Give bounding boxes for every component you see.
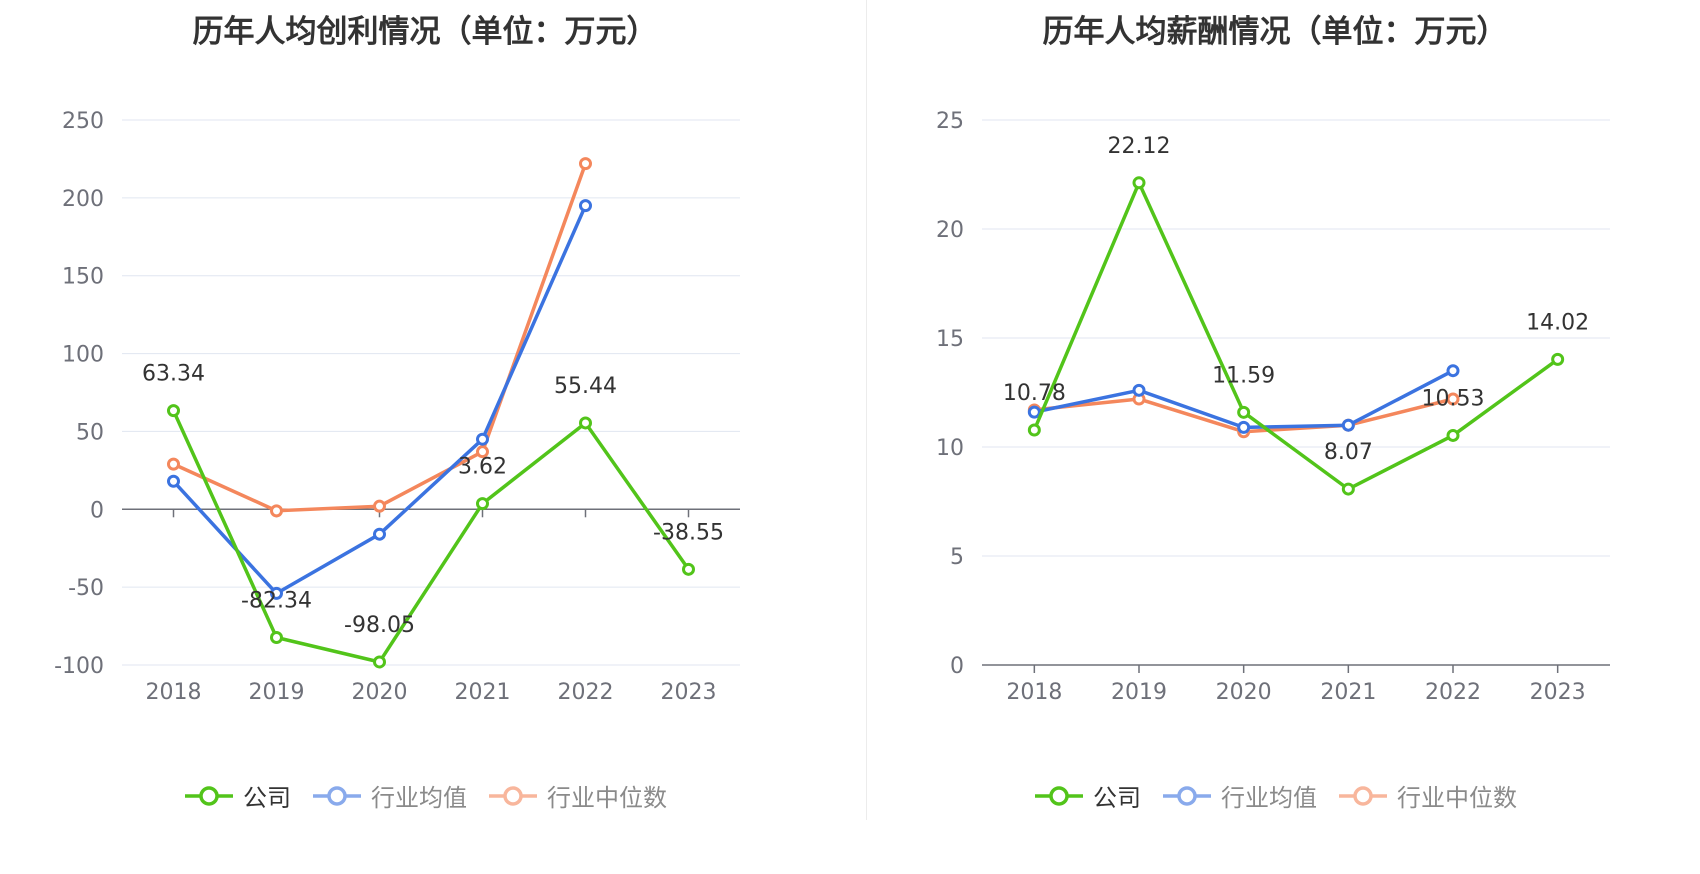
series-line-2 bbox=[172, 163, 588, 513]
x-tick-label: 2020 bbox=[1216, 680, 1272, 705]
legend-label: 公司 bbox=[1093, 784, 1141, 812]
data-label: 8.07 bbox=[1324, 440, 1373, 465]
data-point bbox=[1551, 352, 1565, 366]
x-tick-label: 2019 bbox=[1111, 680, 1167, 705]
y-tick-label: 10 bbox=[936, 436, 964, 461]
data-point bbox=[270, 504, 283, 518]
data-label: 11.59 bbox=[1212, 363, 1275, 388]
legend-item[interactable]: 公司 bbox=[183, 778, 291, 813]
data-point bbox=[1027, 423, 1041, 437]
y-tick-label: 0 bbox=[950, 654, 964, 679]
chart-panel-profit: 历年人均创利情况（单位：万元） 250 200 150 100 50 0 -50 -100 20… bbox=[0, 14, 850, 813]
y-tick-label: 25 bbox=[936, 109, 964, 134]
legend-swatch-icon bbox=[489, 785, 537, 806]
chart-title: 历年人均薪酬情况（单位：万元） bbox=[1042, 14, 1508, 50]
legend-swatch-icon bbox=[1339, 785, 1387, 806]
data-point bbox=[1237, 420, 1251, 434]
data-point bbox=[1341, 482, 1355, 496]
series-line-0 bbox=[171, 409, 690, 664]
data-point bbox=[1446, 392, 1460, 406]
legend-label: 行业中位数 bbox=[1397, 784, 1517, 812]
data-point bbox=[270, 631, 283, 645]
data-point bbox=[1132, 383, 1146, 397]
legend-swatch-icon bbox=[1163, 785, 1211, 806]
legend-item[interactable]: 行业均值 bbox=[311, 778, 467, 813]
x-tick-label: 2020 bbox=[352, 680, 408, 705]
series-line-0 bbox=[1032, 181, 1559, 491]
chart-plot-profit: 250 200 150 100 50 0 -50 -100 2018 2019 2020 2021 20… bbox=[54, 109, 740, 705]
x-tick-label: 2023 bbox=[1530, 680, 1586, 705]
data-label: 10.53 bbox=[1422, 386, 1485, 411]
data-point bbox=[373, 527, 386, 541]
data-point bbox=[682, 562, 695, 576]
data-label: 14.02 bbox=[1526, 310, 1589, 335]
data-label: 10.78 bbox=[1003, 381, 1066, 406]
data-label: -82.34 bbox=[241, 589, 312, 614]
data-point bbox=[1446, 428, 1460, 442]
legend-item[interactable]: 公司 bbox=[1033, 778, 1141, 813]
legend-item[interactable]: 行业中位数 bbox=[1337, 778, 1517, 813]
data-point bbox=[167, 474, 180, 488]
data-label: 55.44 bbox=[554, 374, 617, 399]
x-tick-label: 2021 bbox=[1320, 680, 1376, 705]
chart-legend: 公司 行业均值 行业中位数 bbox=[0, 778, 850, 813]
legend-label: 行业中位数 bbox=[547, 784, 667, 812]
y-tick-label: 100 bbox=[62, 343, 104, 368]
legend-item[interactable]: 行业中位数 bbox=[487, 778, 667, 813]
legend-label: 公司 bbox=[243, 784, 291, 812]
y-tick-label: -100 bbox=[54, 654, 104, 679]
data-point bbox=[476, 432, 489, 446]
data-point bbox=[167, 457, 180, 471]
data-point bbox=[579, 199, 592, 213]
data-point bbox=[1237, 405, 1251, 419]
x-tick-label: 2023 bbox=[661, 680, 717, 705]
data-point bbox=[579, 416, 592, 430]
data-point bbox=[373, 655, 386, 669]
y-tick-label: 250 bbox=[62, 109, 104, 134]
x-tick-label: 2018 bbox=[146, 680, 202, 705]
data-point bbox=[476, 497, 489, 511]
data-point bbox=[1027, 405, 1041, 419]
legend-label: 行业均值 bbox=[371, 784, 467, 812]
chart-plot-salary: 25 20 15 10 5 0 2018 2019 2020 2021 2022 2023 10.78 2… bbox=[936, 109, 1610, 705]
y-tick-label: 200 bbox=[62, 187, 104, 212]
x-tick-label: 2018 bbox=[1006, 680, 1062, 705]
data-point bbox=[1341, 418, 1355, 432]
x-tick-label: 2021 bbox=[455, 680, 511, 705]
y-tick-label: 5 bbox=[950, 545, 964, 570]
data-point bbox=[373, 499, 386, 513]
data-label: 3.62 bbox=[458, 455, 507, 480]
data-label: -38.55 bbox=[653, 520, 724, 545]
data-point bbox=[270, 586, 283, 600]
data-label: 63.34 bbox=[142, 362, 205, 387]
y-tick-label: 0 bbox=[90, 498, 104, 523]
y-tick-label: -50 bbox=[68, 576, 104, 601]
chart-title: 历年人均创利情况（单位：万元） bbox=[192, 14, 658, 50]
data-point bbox=[1446, 364, 1460, 378]
x-tick-label: 2022 bbox=[1425, 680, 1481, 705]
data-label: 22.12 bbox=[1108, 134, 1171, 159]
data-point bbox=[579, 157, 592, 171]
x-tick-label: 2019 bbox=[249, 680, 305, 705]
y-tick-label: 150 bbox=[62, 265, 104, 290]
legend-label: 行业均值 bbox=[1221, 784, 1317, 812]
y-tick-label: 20 bbox=[936, 218, 964, 243]
chart-panel-salary: 历年人均薪酬情况（单位：万元） 25 20 15 10 5 0 2018 2019 2020 20… bbox=[850, 0, 1700, 874]
legend-swatch-icon bbox=[313, 785, 361, 806]
data-point bbox=[167, 404, 180, 418]
x-tick-label: 2022 bbox=[558, 680, 614, 705]
data-label: -98.05 bbox=[344, 613, 415, 638]
panel-divider bbox=[866, 0, 867, 820]
legend-swatch-icon bbox=[1035, 785, 1083, 806]
y-tick-label: 50 bbox=[76, 420, 104, 445]
data-point bbox=[1132, 176, 1146, 190]
data-point bbox=[476, 445, 489, 459]
chart-legend: 公司 行业均值 行业中位数 bbox=[850, 778, 1700, 813]
legend-swatch-icon bbox=[185, 785, 233, 806]
legend-item[interactable]: 行业均值 bbox=[1161, 778, 1317, 813]
y-tick-label: 15 bbox=[936, 327, 964, 352]
